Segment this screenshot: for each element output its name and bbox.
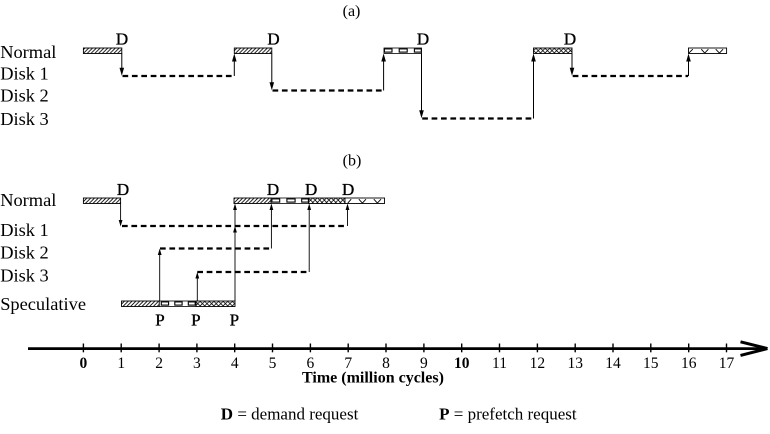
svg-text:2: 2 [155, 355, 163, 372]
svg-text:4: 4 [231, 355, 239, 372]
svg-text:D: D [117, 180, 129, 199]
svg-text:3: 3 [193, 355, 201, 372]
svg-text:17: 17 [719, 355, 735, 372]
svg-text:D: D [267, 30, 279, 49]
svg-text:11: 11 [492, 355, 507, 372]
svg-text:D: D [417, 30, 429, 49]
svg-text:Disk 3: Disk 3 [0, 109, 49, 129]
svg-text:16: 16 [681, 355, 697, 372]
svg-text:Disk 1: Disk 1 [0, 64, 49, 84]
svg-text:Normal: Normal [0, 42, 56, 62]
svg-text:12: 12 [530, 355, 546, 372]
svg-text:D: D [305, 180, 317, 199]
svg-text:D: D [267, 180, 279, 199]
svg-text:Disk 2: Disk 2 [0, 86, 49, 106]
svg-text:9: 9 [420, 355, 428, 372]
svg-text:15: 15 [643, 355, 659, 372]
svg-text:0: 0 [80, 355, 88, 372]
svg-text:10: 10 [454, 355, 470, 372]
svg-text:(b): (b) [343, 153, 362, 170]
svg-text:1: 1 [117, 355, 125, 372]
svg-text:(a): (a) [343, 3, 361, 20]
svg-text:D: D [564, 30, 576, 49]
svg-text:Time (million cycles): Time (million cycles) [302, 370, 444, 387]
svg-text:8: 8 [382, 355, 390, 372]
svg-text:Normal: Normal [0, 190, 56, 210]
svg-text:Disk 2: Disk 2 [0, 243, 49, 263]
svg-text:D: D [116, 30, 128, 49]
svg-text:Speculative: Speculative [0, 294, 86, 314]
svg-text:6: 6 [307, 355, 315, 372]
svg-text:D: D [342, 180, 354, 199]
svg-text:13: 13 [567, 355, 583, 372]
svg-text:P: P [230, 311, 239, 330]
svg-text:14: 14 [605, 355, 621, 372]
svg-text:P = prefetch request: P = prefetch request [439, 405, 577, 424]
svg-text:Disk 1: Disk 1 [0, 220, 49, 240]
svg-text:7: 7 [344, 355, 352, 372]
svg-text:5: 5 [269, 355, 277, 372]
svg-text:P: P [155, 311, 164, 330]
svg-text:P: P [191, 311, 200, 330]
svg-text:Disk 3: Disk 3 [0, 266, 49, 286]
svg-text:D = demand request: D = demand request [221, 405, 359, 424]
